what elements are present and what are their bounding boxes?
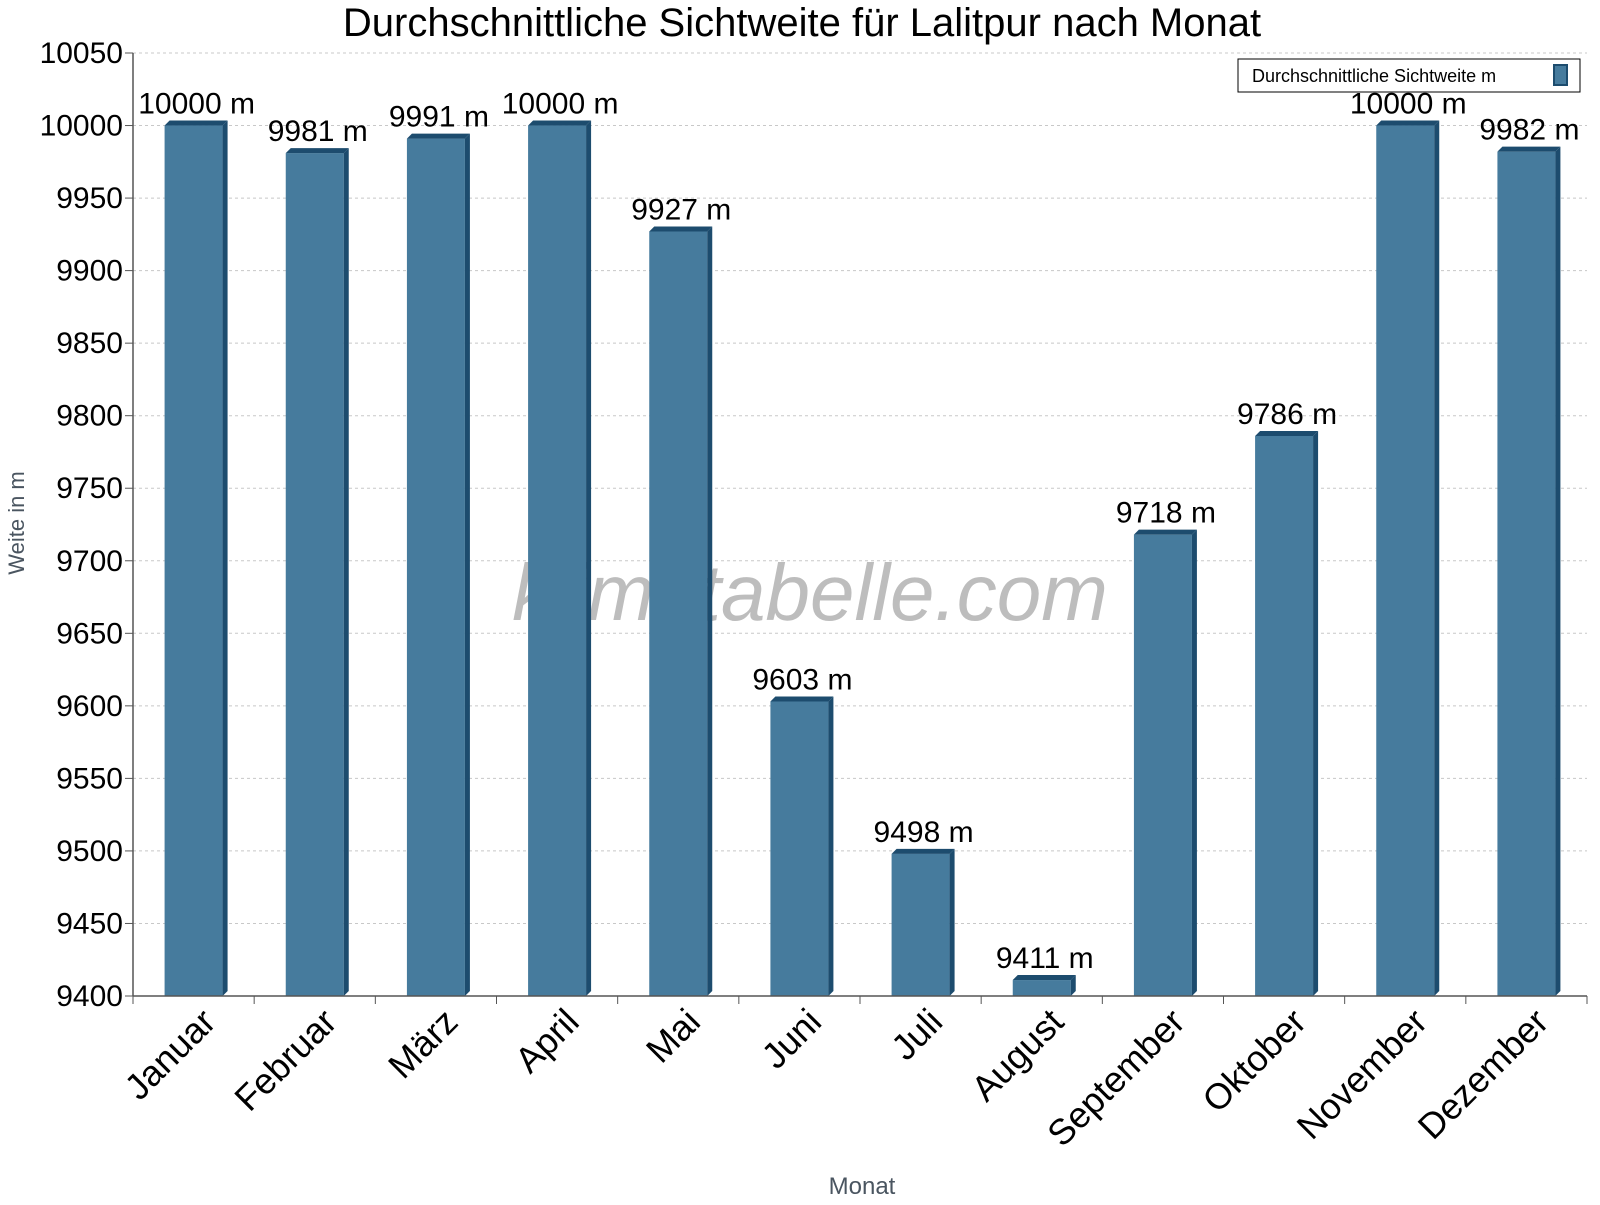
bar-side-april — [586, 120, 592, 997]
x-tick-label: März — [380, 1001, 466, 1087]
bar-side-februar — [343, 148, 349, 996]
data-label: 9603 m — [752, 663, 852, 696]
data-label: 9981 m — [268, 115, 368, 148]
legend-box — [1237, 58, 1581, 93]
data-label: 9927 m — [631, 193, 731, 226]
x-tick-label: April — [507, 1001, 587, 1081]
chart-title: Durchschnittliche Sichtweite für Lalitpu… — [343, 1, 1261, 45]
data-label: 9498 m — [874, 816, 974, 849]
bar-august — [1012, 980, 1071, 996]
bar-februar — [285, 153, 344, 996]
y-tick-label: 9450 — [56, 907, 123, 940]
bar-side-november — [1434, 120, 1440, 997]
data-label: 9991 m — [389, 101, 489, 134]
x-tick-label: November — [1288, 1001, 1434, 1147]
bar-side-januar — [222, 120, 228, 997]
data-label: 10000 m — [1350, 88, 1467, 121]
y-axis-title: Weite in m — [4, 471, 29, 575]
bar-juni — [770, 701, 829, 996]
x-tick-label: Juli — [883, 1001, 950, 1068]
bar-top-dezember — [1497, 146, 1561, 152]
x-tick-label: Januar — [116, 1001, 223, 1108]
bar-september — [1133, 534, 1192, 996]
bar-side-juli — [949, 848, 955, 996]
data-label: 10000 m — [138, 88, 255, 121]
data-label: 9411 m — [996, 942, 1094, 975]
y-tick-label: 9500 — [56, 835, 123, 868]
bar-märz — [406, 138, 465, 996]
bar-top-august — [1012, 975, 1076, 981]
legend-label: Durchschnittliche Sichtweite m — [1252, 66, 1496, 86]
data-labels-layer: 10000 m 9981 m 9991 m 10000 m 9927 m 9603 m 94… — [138, 88, 1579, 976]
grid-layer — [133, 52, 1587, 924]
x-tick-label: Mai — [638, 1001, 708, 1071]
data-label: 9982 m — [1479, 114, 1579, 147]
bar-mai — [649, 231, 708, 997]
bar-top-juni — [770, 696, 834, 702]
bar-top-oktober — [1255, 431, 1319, 437]
bar-top-september — [1133, 529, 1197, 535]
bar-side-august — [1070, 975, 1076, 996]
y-tick-label: 9650 — [56, 617, 123, 650]
watermark: klimatabelle.com — [512, 548, 1108, 637]
x-tick-label: Februar — [226, 1001, 344, 1119]
bar-oktober — [1255, 436, 1314, 997]
legend-swatch — [1553, 64, 1568, 86]
bar-side-oktober — [1313, 431, 1319, 997]
data-label: 9786 m — [1237, 398, 1337, 431]
y-tick-label: 9550 — [56, 762, 123, 795]
y-tick-label: 10050 — [40, 37, 123, 70]
bar-top-januar — [164, 120, 228, 126]
x-tick-label: August — [963, 1001, 1071, 1109]
x-tick-label: Dezember — [1410, 1001, 1556, 1147]
bar-juli — [891, 853, 950, 996]
bar-side-mai — [707, 226, 713, 997]
bar-top-februar — [285, 148, 349, 154]
bar-april — [528, 125, 587, 997]
bar-top-november — [1376, 120, 1440, 126]
bar-top-mai — [649, 226, 713, 232]
bar-side-dezember — [1555, 146, 1561, 996]
legend: Durchschnittliche Sichtweite m — [1237, 58, 1581, 93]
bars-layer — [164, 120, 1561, 997]
bar-november — [1376, 125, 1435, 997]
y-tick-label: 9750 — [56, 472, 123, 505]
bar-dezember — [1497, 151, 1556, 996]
bar-side-juni — [828, 696, 834, 996]
y-tick-label: 9400 — [56, 980, 123, 1013]
y-tick-label: 10000 — [40, 110, 123, 143]
bar-top-juli — [891, 848, 955, 854]
y-tick-label: 9900 — [56, 255, 123, 288]
bar-side-september — [1191, 529, 1197, 996]
bar-januar — [164, 125, 223, 997]
x-tick-label: Juni — [753, 1001, 829, 1077]
y-tick-label: 9800 — [56, 400, 123, 433]
y-tick-label: 9950 — [56, 182, 123, 215]
data-label: 9718 m — [1116, 497, 1216, 530]
x-axis-title: Monat — [829, 1173, 896, 1200]
y-tick-label: 9600 — [56, 690, 123, 723]
y-tick-label: 9700 — [56, 545, 123, 578]
bar-top-märz — [406, 133, 470, 139]
bar-side-märz — [464, 133, 470, 996]
y-tick-label: 9850 — [56, 327, 123, 360]
bar-top-april — [528, 120, 592, 126]
x-tick-label: Oktober — [1194, 1001, 1314, 1121]
data-label: 10000 m — [502, 88, 619, 121]
